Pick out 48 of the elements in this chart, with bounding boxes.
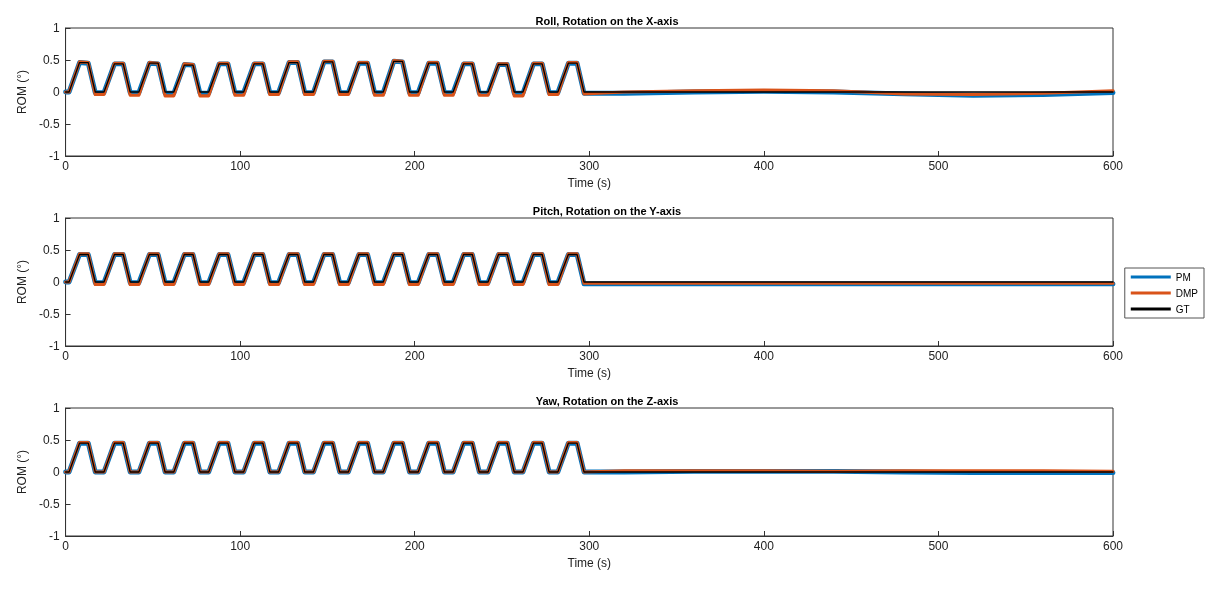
x-tick-label: 300 bbox=[579, 539, 600, 553]
x-tick-label: 100 bbox=[230, 159, 251, 173]
x-tick-label: 400 bbox=[753, 349, 775, 363]
x-tick-label: 400 bbox=[753, 159, 775, 173]
x-axis-title: Time (s) bbox=[567, 365, 612, 380]
y-tick-label: 0.5 bbox=[42, 433, 60, 447]
chart-title: Pitch, Rotation on the Y-axis bbox=[532, 204, 682, 217]
x-tick-label: 400 bbox=[753, 539, 775, 553]
x-tick-label: 100 bbox=[230, 539, 251, 553]
y-tick-label: 0.5 bbox=[42, 53, 60, 67]
y-tick-label: 0 bbox=[52, 465, 60, 479]
x-tick-label: 100 bbox=[230, 349, 251, 363]
x-tick-label: 300 bbox=[579, 349, 600, 363]
x-tick-label: 500 bbox=[928, 159, 949, 173]
x-tick-label: 0 bbox=[62, 159, 70, 173]
y-tick-label: 1 bbox=[52, 211, 60, 225]
y-tick-label: -0.5 bbox=[38, 117, 60, 131]
y-tick-label: -1 bbox=[48, 339, 60, 353]
chart-title: Roll, Rotation on the X-axis bbox=[535, 14, 679, 27]
x-tick-label: 500 bbox=[928, 349, 949, 363]
x-tick-label: 600 bbox=[1102, 349, 1124, 363]
x-tick-label: 600 bbox=[1102, 539, 1124, 553]
y-tick-label: -0.5 bbox=[38, 307, 60, 321]
x-tick-label: 200 bbox=[404, 349, 426, 363]
x-tick-label: 0 bbox=[62, 539, 70, 553]
y-axis-title: ROM (°) bbox=[15, 69, 29, 115]
y-tick-label: 0 bbox=[52, 275, 60, 289]
legend-label: PM bbox=[1175, 271, 1191, 283]
y-tick-label: -1 bbox=[48, 149, 60, 163]
x-tick-label: 0 bbox=[62, 349, 70, 363]
y-tick-label: -0.5 bbox=[38, 497, 60, 511]
y-tick-label: 0 bbox=[52, 85, 60, 99]
legend-label: DMP bbox=[1175, 287, 1199, 299]
y-axis-title: ROM (°) bbox=[15, 259, 29, 305]
x-tick-label: 500 bbox=[928, 539, 949, 553]
y-tick-label: 1 bbox=[52, 401, 60, 415]
y-tick-label: 0.5 bbox=[42, 243, 60, 257]
y-axis-title: ROM (°) bbox=[15, 449, 29, 495]
y-tick-label: 1 bbox=[52, 21, 60, 35]
x-axis-title: Time (s) bbox=[567, 555, 612, 570]
x-axis-title: Time (s) bbox=[567, 175, 612, 190]
x-tick-label: 300 bbox=[579, 159, 600, 173]
x-tick-label: 200 bbox=[404, 159, 426, 173]
legend-label: GT bbox=[1175, 303, 1190, 315]
x-tick-label: 200 bbox=[404, 539, 426, 553]
x-tick-label: 600 bbox=[1102, 159, 1124, 173]
y-tick-label: -1 bbox=[48, 529, 60, 543]
chart-title: Yaw, Rotation on the Z-axis bbox=[535, 394, 679, 407]
